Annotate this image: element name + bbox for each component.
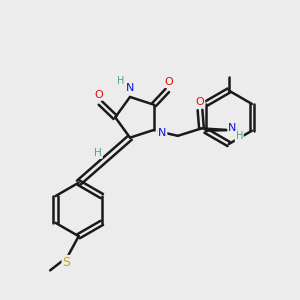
Text: H: H	[117, 76, 124, 86]
Text: S: S	[62, 256, 70, 269]
Text: H: H	[236, 131, 243, 141]
Text: H: H	[94, 148, 102, 158]
Text: O: O	[196, 97, 204, 106]
Text: N: N	[158, 128, 166, 138]
Text: N: N	[126, 83, 134, 93]
Text: O: O	[165, 77, 173, 87]
Text: O: O	[94, 90, 103, 100]
Text: N: N	[228, 122, 237, 133]
